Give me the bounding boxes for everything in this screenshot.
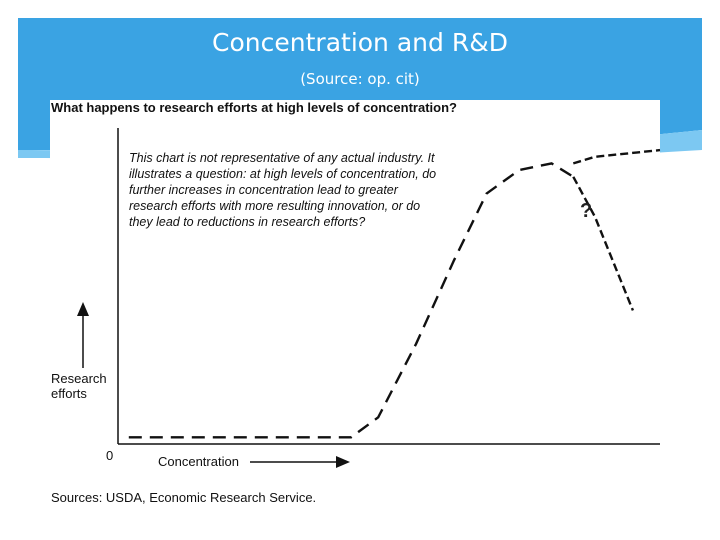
- question-annotation: ?: [580, 200, 593, 222]
- source-note: Sources: USDA, Economic Research Service…: [51, 490, 317, 505]
- slide-subtitle: (Source: op. cit): [300, 70, 420, 88]
- x-arrow-head: [336, 456, 350, 468]
- series-line-1: [128, 162, 574, 439]
- series-line-3: [572, 176, 635, 311]
- chart-title: What happens to research efforts at high…: [51, 100, 457, 115]
- y-axis-label: Research efforts: [51, 371, 107, 401]
- series-line-2: [572, 148, 661, 165]
- chart-note: This chart is not representative of any …: [129, 151, 437, 229]
- x-axis-label: Concentration: [158, 454, 239, 469]
- origin-label: 0: [106, 448, 114, 463]
- y-arrow-head: [77, 302, 89, 316]
- chart-panel: [50, 100, 660, 515]
- slide-title: Concentration and R&D: [212, 28, 508, 57]
